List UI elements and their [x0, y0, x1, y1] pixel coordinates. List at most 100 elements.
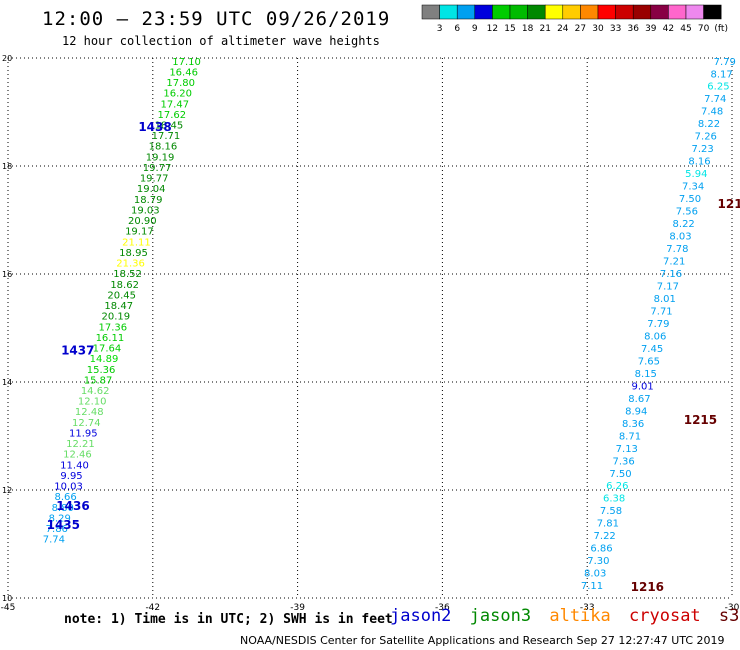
wave-height-value: 8.22	[698, 119, 720, 130]
wave-height-value: 11.95	[69, 428, 98, 439]
wave-height-value: 8.16	[688, 157, 710, 168]
scale-label: 45	[680, 24, 691, 34]
wave-height-value: 12.74	[72, 418, 101, 429]
scale-label: 30	[592, 24, 604, 34]
wave-height-value: 7.79	[714, 57, 736, 68]
wave-height-value: 7.79	[647, 319, 669, 330]
wave-height-value: 12.10	[78, 397, 107, 408]
wave-height-value: 5.94	[685, 169, 707, 180]
wave-height-value: 21.11	[122, 237, 151, 248]
wave-height-value: 7.26	[695, 132, 717, 143]
wave-height-value: 8.03	[669, 232, 691, 243]
wave-height-value: 20.19	[101, 312, 130, 323]
scale-swatch	[703, 4, 722, 20]
wave-height-value: 16.20	[163, 89, 192, 100]
scale-label: 70	[698, 24, 710, 34]
wave-height-value: 7.17	[657, 281, 679, 292]
scale-label: 27	[575, 24, 586, 34]
scale-label: 18	[522, 24, 534, 34]
wave-height-value: 17.36	[99, 322, 128, 333]
x-tick-label: -42	[145, 603, 160, 612]
wave-height-value: 18.62	[110, 280, 139, 291]
scale-label: 33	[610, 24, 621, 34]
wave-height-plot: -45 -42 -39 -36 -33 -30 20 18 16 14 12 10 17.1016.46…	[1, 54, 740, 612]
wave-height-value: 6.25	[707, 82, 729, 93]
wave-height-value: 8.36	[622, 419, 644, 430]
wave-height-value: 18.47	[104, 301, 133, 312]
wave-height-value: 8.67	[628, 394, 650, 405]
wave-height-value: 14.62	[81, 386, 110, 397]
wave-height-value: 18.52	[113, 269, 142, 280]
wave-height-value: 7.58	[600, 506, 622, 517]
wave-height-value: 7.48	[701, 107, 723, 118]
wave-height-value: 8.17	[710, 69, 732, 80]
wave-height-value: 7.50	[679, 194, 701, 205]
y-tick-label: 12	[2, 486, 12, 495]
wave-height-value: 15.36	[87, 365, 116, 376]
pass-time-label: 1215	[684, 413, 717, 427]
chart-title: 12:00 – 23:59 UTC 09/26/2019	[42, 8, 391, 30]
scale-label: 24	[557, 24, 569, 34]
wave-height-value: 7.56	[676, 207, 698, 218]
x-tick-label: -45	[1, 603, 16, 612]
wave-height-value: 19.04	[137, 184, 166, 195]
pass-time-label: 1437	[61, 344, 94, 358]
wave-height-value: 19.77	[143, 163, 172, 174]
x-tick-label: -36	[435, 603, 450, 612]
footer-credit: NOAA/NESDIS Center for Satellite Applica…	[240, 634, 725, 647]
wave-height-value: 7.78	[666, 244, 688, 255]
chart-subtitle: 12 hour collection of altimeter wave hei…	[62, 34, 380, 48]
wave-height-value: 8.71	[619, 431, 641, 442]
wave-height-value: 20.90	[128, 216, 157, 227]
wave-height-value: 15.87	[84, 375, 113, 386]
satellite-cryosat: cryosat	[629, 606, 701, 626]
wave-height-value: 16.46	[169, 67, 198, 78]
wave-height-value: 8.03	[584, 569, 606, 580]
wave-height-value: 8.29	[49, 513, 71, 524]
y-tick-label: 10	[2, 594, 12, 603]
wave-height-value: 8.94	[625, 406, 647, 417]
color-scale-legend: 3 6 9 12 15 18 21 24 27 30 33 36 39 42 45 70 (ft)	[421, 4, 728, 34]
wave-height-value: 17.80	[166, 78, 195, 89]
satellite-jason3: jason3	[469, 606, 532, 626]
wave-height-value: 11.40	[60, 460, 89, 471]
wave-height-value: 12.48	[75, 407, 104, 418]
pass-time-label: 1216	[631, 580, 664, 594]
scale-label: 21	[539, 24, 550, 34]
wave-height-value: 7.36	[612, 456, 634, 467]
wave-height-value: 7.21	[663, 257, 685, 268]
scale-label: 9	[472, 24, 478, 34]
wave-height-value: 8.06	[644, 331, 666, 342]
wave-height-value: 8.80	[52, 503, 74, 514]
wave-height-value: 7.30	[587, 556, 609, 567]
wave-height-value: 21.36	[116, 259, 145, 270]
wave-height-value: 19.03	[131, 205, 160, 216]
x-tick-label: -30	[725, 603, 740, 612]
wave-height-value: 18.16	[149, 142, 178, 153]
wave-height-value: 19.77	[140, 174, 169, 185]
pass-time-label: 1436	[56, 499, 89, 513]
satellite-s3a: s3a	[718, 606, 740, 626]
wave-height-value: 12.21	[66, 439, 95, 450]
pass-time-label: 1438	[138, 120, 171, 134]
wave-height-value: 8.01	[654, 294, 676, 305]
wave-height-value: 16.11	[96, 333, 125, 344]
scale-label: 42	[663, 24, 674, 34]
wave-height-value: 6.38	[603, 494, 625, 505]
wave-height-value: 18.79	[134, 195, 163, 206]
x-tick-label: -33	[580, 603, 595, 612]
wave-height-value: 14.89	[90, 354, 119, 365]
wave-height-value: 7.81	[597, 519, 619, 530]
wave-height-value: 17.71	[152, 131, 181, 142]
scale-label: 15	[504, 24, 515, 34]
wave-height-value: 12.46	[63, 450, 92, 461]
wave-height-value: 10.03	[54, 482, 83, 493]
satellite-altika: altika	[549, 606, 611, 626]
y-tick-label: 14	[2, 378, 12, 387]
wave-height-value: 7.86	[46, 524, 68, 535]
wave-height-value: 7.23	[692, 144, 714, 155]
wave-height-value: 7.74	[43, 535, 65, 546]
wave-height-value: 20.45	[107, 290, 136, 301]
wave-height-value: 7.13	[616, 444, 638, 455]
wave-height-value: 17.62	[158, 110, 187, 121]
